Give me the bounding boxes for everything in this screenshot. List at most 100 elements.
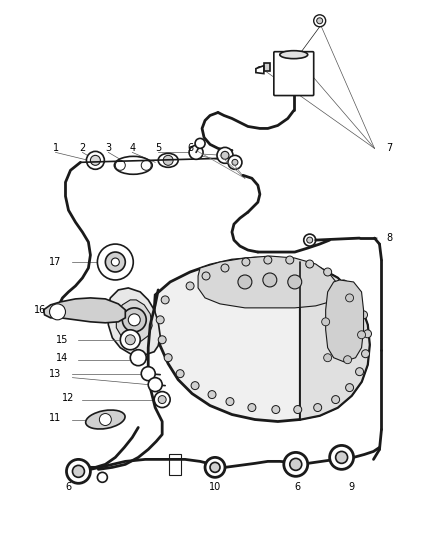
- Circle shape: [330, 446, 353, 470]
- Polygon shape: [256, 66, 264, 74]
- Polygon shape: [264, 63, 270, 71]
- Circle shape: [336, 451, 348, 463]
- FancyBboxPatch shape: [274, 52, 314, 95]
- Circle shape: [360, 311, 367, 319]
- Ellipse shape: [280, 51, 308, 59]
- Circle shape: [339, 280, 348, 288]
- Circle shape: [128, 314, 140, 326]
- Circle shape: [357, 331, 366, 339]
- Circle shape: [130, 350, 146, 366]
- Circle shape: [304, 234, 316, 246]
- Circle shape: [217, 148, 233, 163]
- Circle shape: [356, 368, 364, 376]
- Circle shape: [314, 15, 326, 27]
- Circle shape: [307, 237, 313, 243]
- Circle shape: [141, 160, 151, 171]
- Polygon shape: [326, 280, 364, 362]
- Polygon shape: [198, 256, 338, 308]
- Circle shape: [49, 304, 66, 320]
- Circle shape: [314, 403, 321, 411]
- Text: 8: 8: [386, 233, 392, 243]
- Circle shape: [226, 398, 234, 406]
- Circle shape: [141, 367, 155, 381]
- Polygon shape: [300, 262, 370, 419]
- Circle shape: [352, 294, 360, 302]
- Polygon shape: [107, 288, 160, 356]
- Circle shape: [332, 395, 339, 403]
- Circle shape: [264, 256, 272, 264]
- Text: 2: 2: [79, 143, 85, 154]
- Circle shape: [346, 294, 353, 302]
- Polygon shape: [154, 258, 370, 422]
- Circle shape: [343, 356, 352, 364]
- Circle shape: [164, 354, 172, 362]
- Text: 7: 7: [386, 143, 392, 154]
- Circle shape: [232, 159, 238, 165]
- Circle shape: [286, 256, 294, 264]
- Circle shape: [191, 382, 199, 390]
- Circle shape: [263, 273, 277, 287]
- Circle shape: [288, 275, 302, 289]
- Text: 10: 10: [209, 482, 221, 492]
- Circle shape: [125, 335, 135, 345]
- Ellipse shape: [158, 154, 178, 167]
- Text: 3: 3: [105, 143, 111, 154]
- Circle shape: [208, 391, 216, 399]
- Text: 9: 9: [349, 482, 355, 492]
- Ellipse shape: [114, 156, 152, 174]
- Text: 14: 14: [57, 353, 69, 363]
- Circle shape: [67, 459, 90, 483]
- Circle shape: [195, 139, 205, 148]
- Circle shape: [272, 406, 280, 414]
- Circle shape: [290, 458, 302, 470]
- Circle shape: [161, 296, 169, 304]
- Circle shape: [90, 155, 100, 165]
- Circle shape: [324, 354, 332, 362]
- Text: 6: 6: [295, 482, 301, 492]
- Circle shape: [306, 260, 314, 268]
- Circle shape: [284, 453, 308, 477]
- Polygon shape: [117, 300, 152, 343]
- Circle shape: [163, 155, 173, 165]
- Text: 13: 13: [49, 369, 62, 378]
- Circle shape: [148, 378, 162, 392]
- Circle shape: [257, 67, 263, 72]
- Text: 12: 12: [62, 393, 74, 402]
- Circle shape: [158, 395, 166, 403]
- Text: 17: 17: [49, 257, 62, 267]
- Circle shape: [221, 151, 229, 159]
- Text: 4: 4: [129, 143, 135, 154]
- Circle shape: [97, 244, 133, 280]
- Circle shape: [346, 384, 353, 392]
- Circle shape: [176, 370, 184, 378]
- Circle shape: [294, 406, 302, 414]
- Circle shape: [205, 457, 225, 478]
- Circle shape: [156, 316, 164, 324]
- Text: 15: 15: [57, 335, 69, 345]
- Circle shape: [364, 330, 371, 338]
- Polygon shape: [43, 298, 125, 323]
- Circle shape: [221, 264, 229, 272]
- Circle shape: [317, 18, 323, 24]
- Circle shape: [238, 275, 252, 289]
- Circle shape: [321, 318, 330, 326]
- Circle shape: [154, 392, 170, 408]
- Circle shape: [122, 308, 146, 332]
- Ellipse shape: [86, 410, 125, 429]
- Circle shape: [158, 336, 166, 344]
- Circle shape: [361, 350, 370, 358]
- Text: 6: 6: [65, 482, 71, 492]
- Circle shape: [115, 160, 125, 171]
- Circle shape: [86, 151, 104, 169]
- Circle shape: [202, 272, 210, 280]
- Circle shape: [189, 146, 203, 159]
- Circle shape: [228, 155, 242, 169]
- Text: 11: 11: [49, 413, 62, 423]
- Circle shape: [72, 465, 85, 478]
- Circle shape: [210, 462, 220, 472]
- Circle shape: [242, 258, 250, 266]
- Text: 1: 1: [53, 143, 59, 154]
- Circle shape: [324, 268, 332, 276]
- Circle shape: [106, 252, 125, 272]
- Circle shape: [99, 414, 111, 425]
